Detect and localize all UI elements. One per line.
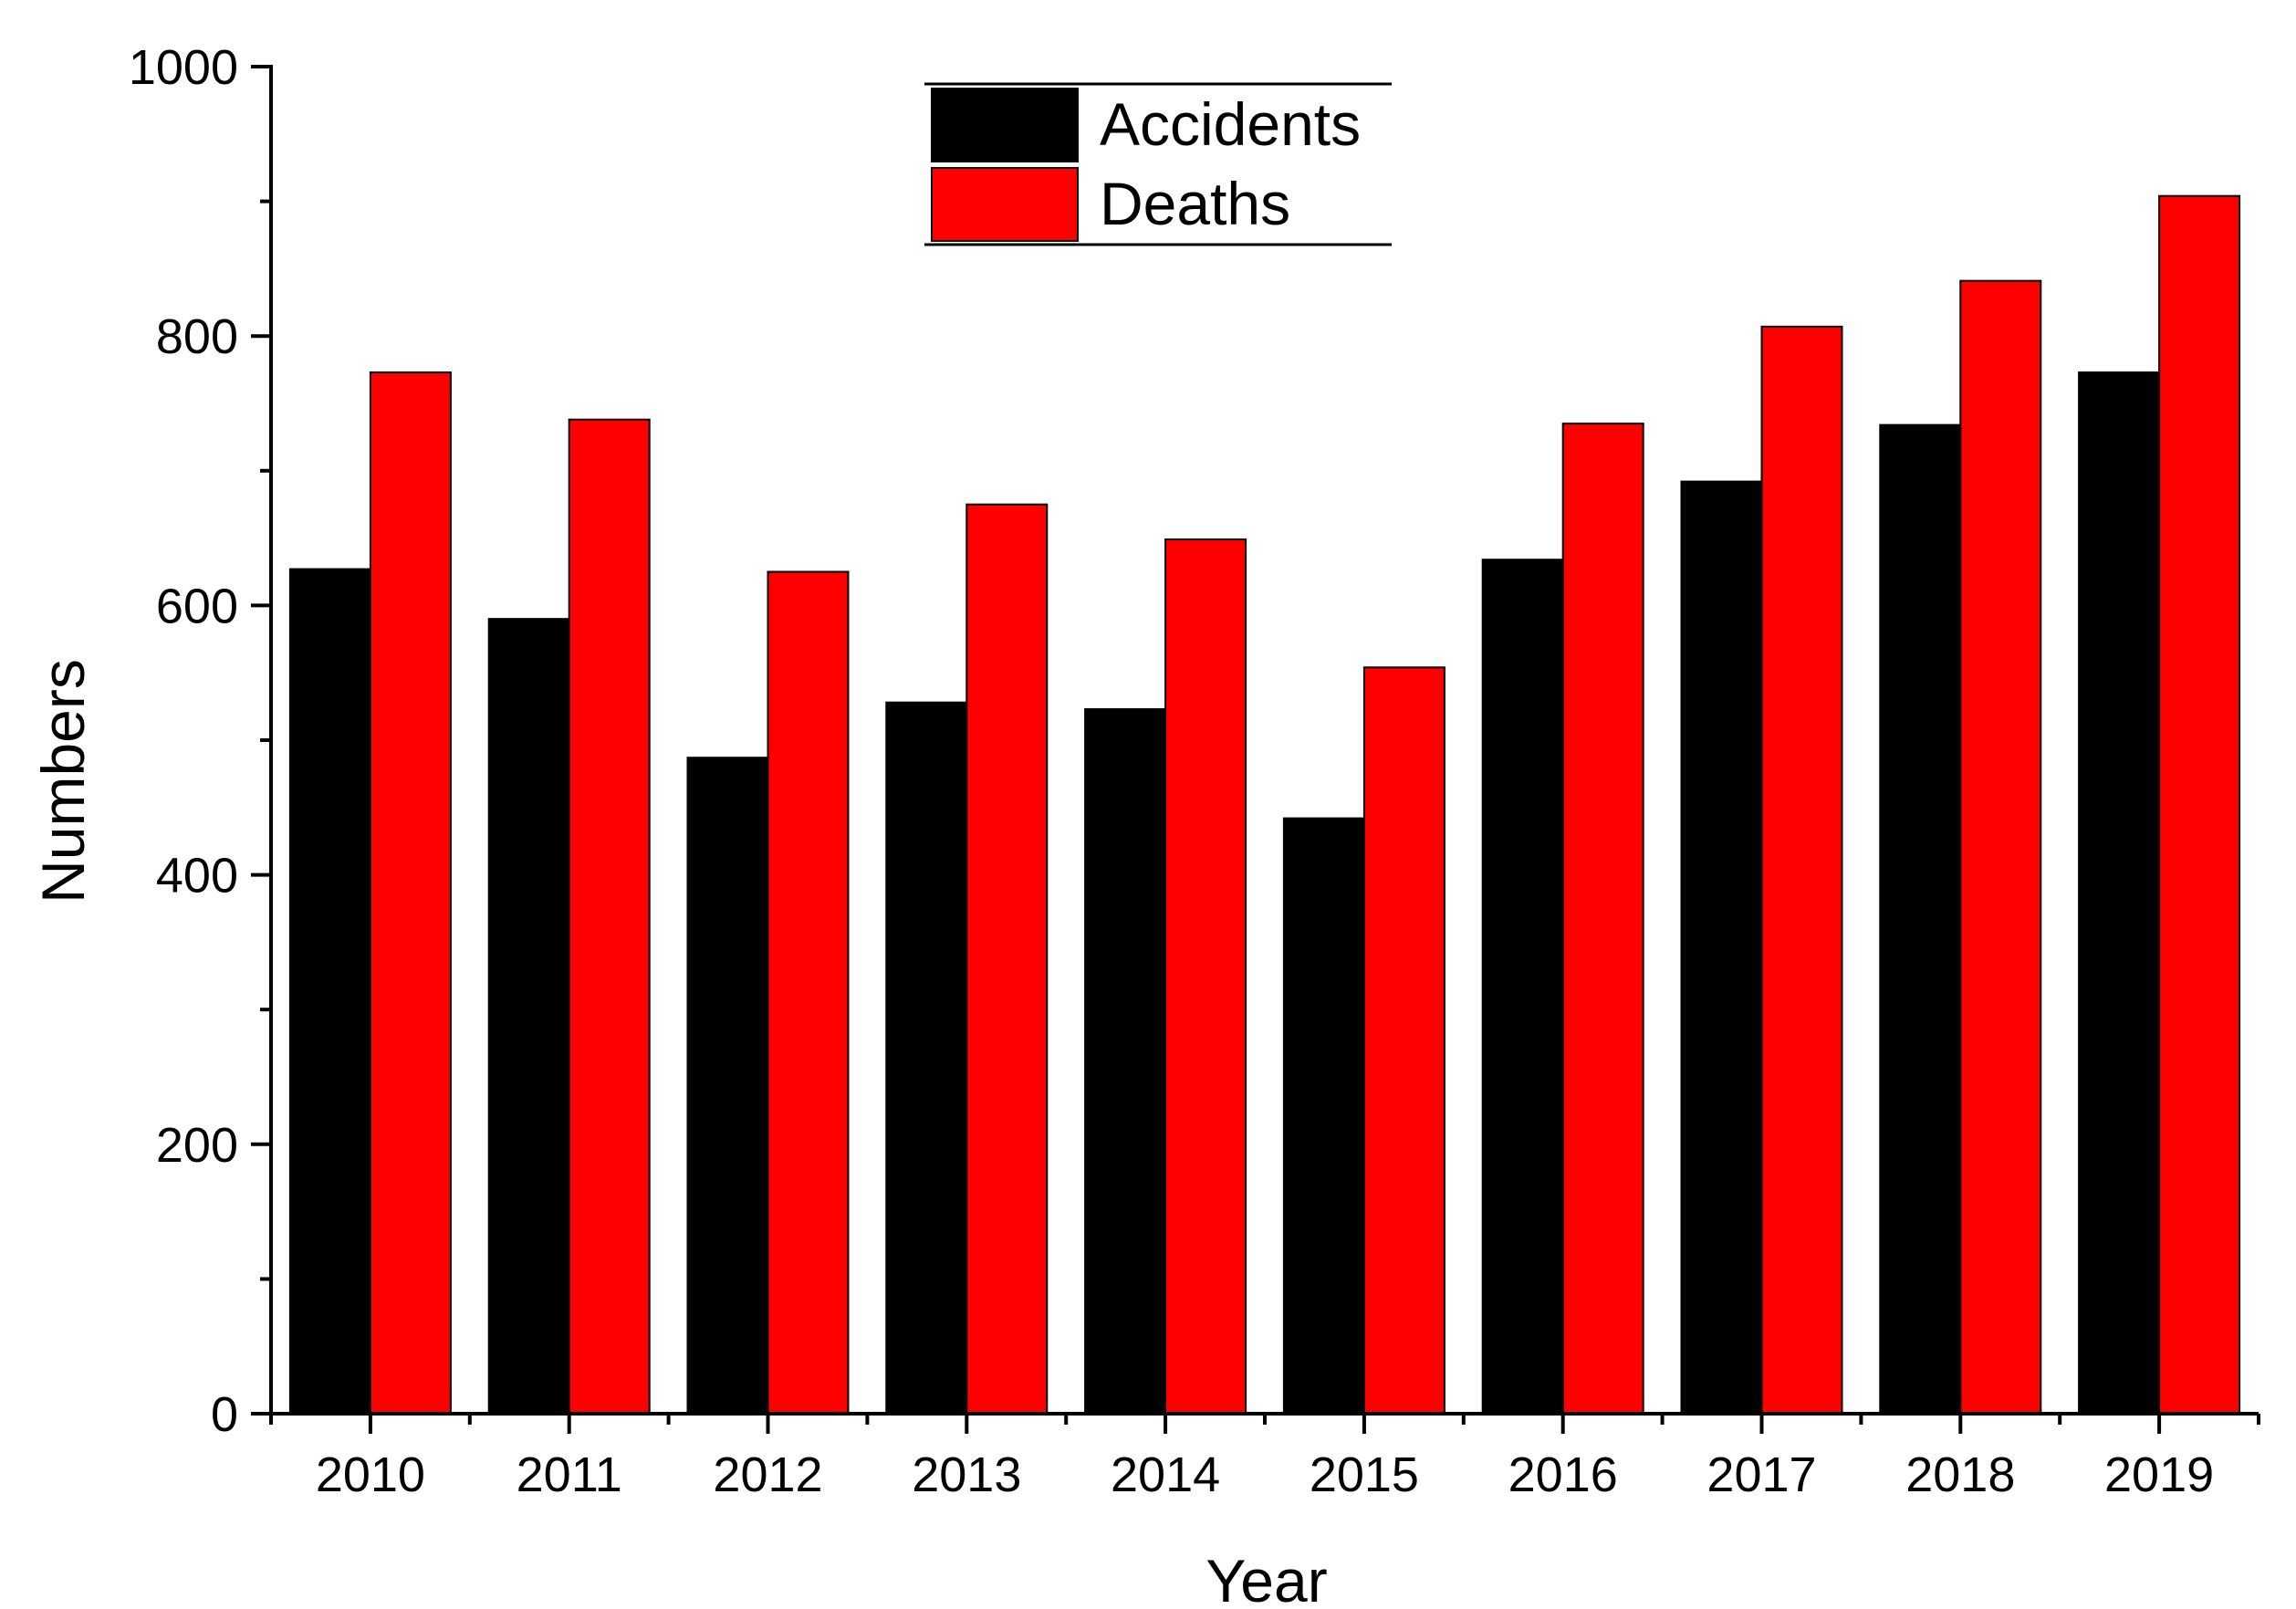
- bar-deaths-2014: [1164, 538, 1247, 1415]
- legend-items: Accidents Deaths: [931, 88, 1361, 242]
- x-axis-title: Year: [1205, 1547, 1327, 1609]
- y-tick-label: 1000: [129, 40, 238, 95]
- y-tick-label: 800: [156, 309, 238, 364]
- y-tick-label: 200: [156, 1118, 238, 1173]
- x-axis-ticks: 2010 2011 2012 2013 2014 2015 2016 2017 2018 2019: [269, 1414, 2260, 1502]
- legend-swatch-deaths: [931, 167, 1079, 242]
- bar-deaths-2017: [1760, 325, 1843, 1415]
- bar-accidents-2015: [1282, 817, 1365, 1415]
- y-tick-label: 400: [156, 849, 238, 904]
- y-tick-label: 600: [156, 579, 238, 633]
- bar-accidents-2016: [1481, 559, 1564, 1415]
- bar-accidents-2013: [885, 701, 968, 1415]
- bar-deaths-2013: [965, 503, 1049, 1415]
- bar-deaths-2019: [2158, 194, 2241, 1415]
- x-tick-label: 2016: [1508, 1447, 1618, 1502]
- bar-accidents-2018: [1879, 423, 1962, 1416]
- bar-deaths-2016: [1561, 423, 1644, 1415]
- bar-accidents-2010: [288, 568, 371, 1415]
- bar-deaths-2018: [1959, 279, 2042, 1416]
- bar-accidents-2011: [487, 618, 570, 1415]
- x-tick-label: 2012: [713, 1447, 822, 1502]
- bar-deaths-2011: [568, 418, 651, 1415]
- bar-accidents-2017: [1680, 480, 1763, 1415]
- bar-accidents-2014: [1084, 708, 1167, 1415]
- x-tick-label: 2019: [2104, 1447, 2214, 1502]
- x-tick-label: 2018: [1905, 1447, 2015, 1502]
- y-tick-label: 0: [211, 1387, 238, 1442]
- bar-accidents-2012: [686, 757, 769, 1415]
- x-tick-label: 2014: [1111, 1447, 1220, 1502]
- bar-deaths-2010: [369, 371, 452, 1415]
- x-tick-label: 2011: [517, 1447, 622, 1502]
- bar-accidents-2019: [2078, 371, 2161, 1415]
- y-axis-title: Numbers: [29, 659, 97, 904]
- legend-label-accidents: Accidents: [1100, 90, 1361, 158]
- x-tick-label: 2017: [1706, 1447, 1816, 1502]
- bar-deaths-2012: [767, 570, 850, 1415]
- x-tick-label: 2015: [1310, 1447, 1419, 1502]
- x-tick-label: 2010: [316, 1447, 425, 1502]
- y-axis-ticks: 0 200 400 600 800 1000: [129, 40, 271, 1442]
- legend-swatch-accidents: [931, 88, 1079, 162]
- bars-layer: [288, 194, 2241, 1416]
- legend: Accidents Deaths: [924, 82, 1392, 246]
- bar-deaths-2015: [1362, 666, 1445, 1415]
- legend-label-deaths: Deaths: [1100, 170, 1290, 237]
- x-tick-label: 2013: [912, 1447, 1021, 1502]
